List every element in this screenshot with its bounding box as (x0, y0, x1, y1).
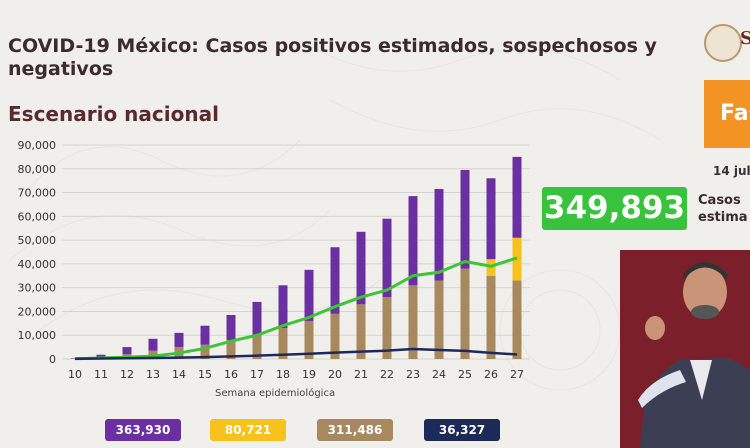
bar-segment-purple (278, 285, 288, 329)
x-tick-label: 19 (302, 368, 316, 381)
bar-segment-purple (382, 218, 392, 298)
x-tick-label: 18 (276, 368, 290, 381)
y-tick-label: 30,000 (18, 282, 57, 295)
government-seal-icon (704, 24, 742, 62)
casos-label-line2: estima (698, 210, 748, 225)
bar-segment-tan (200, 344, 210, 359)
bar-segment-tan (304, 320, 314, 359)
bar-segment-tan (486, 275, 496, 359)
bar-segment-tan (460, 268, 470, 359)
bar-segment-purple (252, 301, 262, 336)
phase-badge: Fas (704, 80, 750, 148)
x-tick-label: 23 (406, 368, 420, 381)
legend-navy-total: 36,327 (424, 419, 500, 441)
y-tick-label: 40,000 (18, 258, 57, 271)
date-label: 14 julio (713, 164, 750, 178)
casos-label-line1: Casos (698, 193, 741, 208)
bar-segment-purple (200, 325, 210, 345)
y-tick-label: 20,000 (18, 305, 57, 318)
bar-segment-purple (330, 247, 340, 314)
x-tick-label: 26 (484, 368, 498, 381)
x-tick-label: 24 (432, 368, 446, 381)
bar-segment-purple (174, 332, 184, 348)
bar-segment-purple (408, 196, 418, 286)
page-title: COVID-19 México: Casos positivos estimad… (8, 35, 657, 80)
line-series-navy (74, 347, 518, 361)
x-tick-label: 22 (380, 368, 394, 381)
bar-segment-tan (330, 313, 340, 359)
legend-yellow-total: 80,721 (210, 419, 286, 441)
bar-segment-purple (148, 338, 158, 351)
bar-segment-tan (434, 280, 444, 359)
sign-language-interpreter-video (620, 250, 750, 448)
line-series-green_line (74, 256, 518, 361)
estimated-cases-total: 349,893 (542, 187, 687, 230)
bar-segment-purple (356, 231, 366, 305)
bar-segment-tan (356, 304, 366, 359)
logo-text: S (740, 28, 750, 49)
y-tick-label: 70,000 (18, 187, 57, 200)
y-tick-label: 90,000 (18, 139, 57, 152)
y-tick-label: 60,000 (18, 210, 57, 223)
bar-segment-purple (434, 188, 444, 281)
bar-segment-purple (122, 347, 132, 355)
x-tick-label: 25 (458, 368, 472, 381)
x-tick-label: 20 (328, 368, 342, 381)
bar-segment-purple (96, 354, 106, 358)
bar-segment-tan (512, 280, 522, 359)
y-tick-label: 10,000 (18, 329, 57, 342)
bar-segment-purple (460, 169, 470, 269)
estimated-cases-label: Casos estima (698, 192, 750, 226)
bar-segment-tan (408, 285, 418, 359)
x-tick-label: 27 (510, 368, 524, 381)
bar-segment-tan (252, 335, 262, 359)
interpreter-figure-icon (620, 250, 750, 448)
page-subtitle: Escenario nacional (8, 102, 219, 126)
x-tick-label: 11 (94, 368, 108, 381)
stacked-bar-chart: 0 10,000 20,000 30,000 40,000 50,000 60,000 70,… (18, 139, 530, 381)
x-tick-label: 13 (146, 368, 160, 381)
bar-segment-purple (226, 315, 236, 340)
legend-purple-total: 363,930 (105, 419, 181, 441)
x-tick-label: 15 (198, 368, 212, 381)
bar-segment-tan (278, 328, 288, 359)
x-axis-label: Semana epidemiológica (215, 388, 336, 399)
bar-segment-purple (304, 269, 314, 321)
y-tick-label: 50,000 (18, 234, 57, 247)
bar-segment-purple (486, 178, 496, 260)
x-tick-label: 12 (120, 368, 134, 381)
legend-tan-total: 311,486 (317, 419, 393, 441)
x-tick-label: 10 (68, 368, 82, 381)
x-tick-label: 16 (224, 368, 238, 381)
bar-segment-tan (382, 297, 392, 359)
x-tick-label: 21 (354, 368, 368, 381)
y-tick-label: 80,000 (18, 163, 57, 176)
bar-segment-tan (226, 339, 236, 359)
y-tick-label: 0 (49, 353, 56, 366)
bar-segment-purple (512, 156, 522, 238)
x-tick-label: 17 (250, 368, 264, 381)
x-tick-label: 14 (172, 368, 186, 381)
